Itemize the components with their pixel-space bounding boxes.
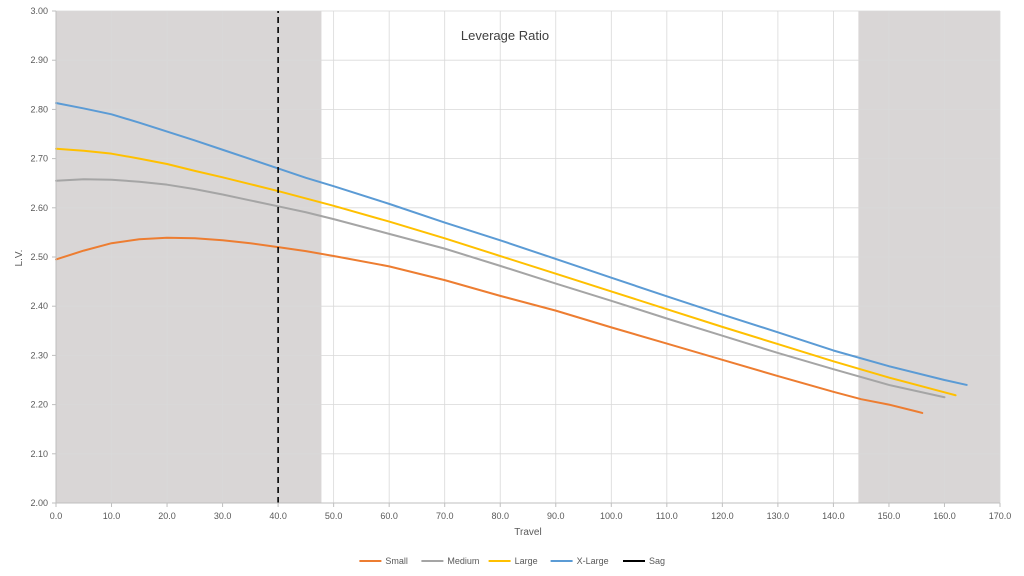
legend-item-x-large: X-Large	[550, 556, 609, 566]
x-tick-label: 20.0	[158, 511, 176, 521]
chart-title: Leverage Ratio	[461, 28, 549, 43]
y-tick-label: 2.00	[30, 498, 48, 508]
x-tick-label: 80.0	[491, 511, 509, 521]
legend-label: Medium	[447, 556, 479, 566]
legend-label: X-Large	[577, 556, 609, 566]
y-tick-label: 2.30	[30, 350, 48, 360]
y-tick-label: 2.40	[30, 301, 48, 311]
x-axis-title: Travel	[514, 527, 541, 538]
y-tick-label: 2.90	[30, 55, 48, 65]
x-tick-label: 150.0	[878, 511, 901, 521]
legend-label: Sag	[649, 556, 665, 566]
series-line-small	[55, 236, 924, 414]
x-tick-label: 140.0	[822, 511, 845, 521]
y-tick-label: 2.20	[30, 400, 48, 410]
series-lines	[55, 11, 968, 503]
legend-item-large: Large	[488, 556, 538, 566]
legend-item-small: Small	[359, 556, 408, 566]
y-tick-label: 2.60	[30, 203, 48, 213]
x-tick-label: 30.0	[214, 511, 232, 521]
legend-label: Small	[385, 556, 408, 566]
x-tick-label: 100.0	[600, 511, 623, 521]
legend: Small Medium Large X-Large Sag	[359, 556, 665, 566]
y-tick-label: 2.50	[30, 252, 48, 262]
x-tick-label: 90.0	[547, 511, 565, 521]
y-tick-label: 2.10	[30, 449, 48, 459]
y-axis-title: L.V.	[14, 250, 25, 267]
series-line-x-large	[55, 102, 968, 386]
x-tick-label: 120.0	[711, 511, 734, 521]
axes: 0.0 10.0 20.0 30.0 40.0 50.0 60.0 70.0 80.0 90.0 1…	[30, 6, 1011, 521]
x-tick-label: 110.0	[656, 511, 678, 521]
x-tick-label: 40.0	[269, 511, 287, 521]
legend-item-medium: Medium	[421, 556, 479, 566]
x-tick-label: 10.0	[103, 511, 121, 521]
x-tick-label: 50.0	[325, 511, 343, 521]
x-tick-label: 170.0	[989, 511, 1012, 521]
x-tick-label: 160.0	[933, 511, 956, 521]
series-line-medium	[55, 178, 946, 399]
y-tick-label: 3.00	[30, 6, 48, 16]
legend-label: Large	[515, 556, 538, 566]
x-tick-label: 130.0	[767, 511, 790, 521]
x-tick-label: 60.0	[380, 511, 398, 521]
y-tick-label: 2.80	[30, 104, 48, 114]
x-tick-label: 70.0	[436, 511, 454, 521]
x-tick-label: 0.0	[50, 511, 63, 521]
series-line-large	[55, 147, 957, 397]
legend-item-sag: Sag	[623, 556, 665, 566]
y-tick-label: 2.70	[30, 154, 48, 164]
